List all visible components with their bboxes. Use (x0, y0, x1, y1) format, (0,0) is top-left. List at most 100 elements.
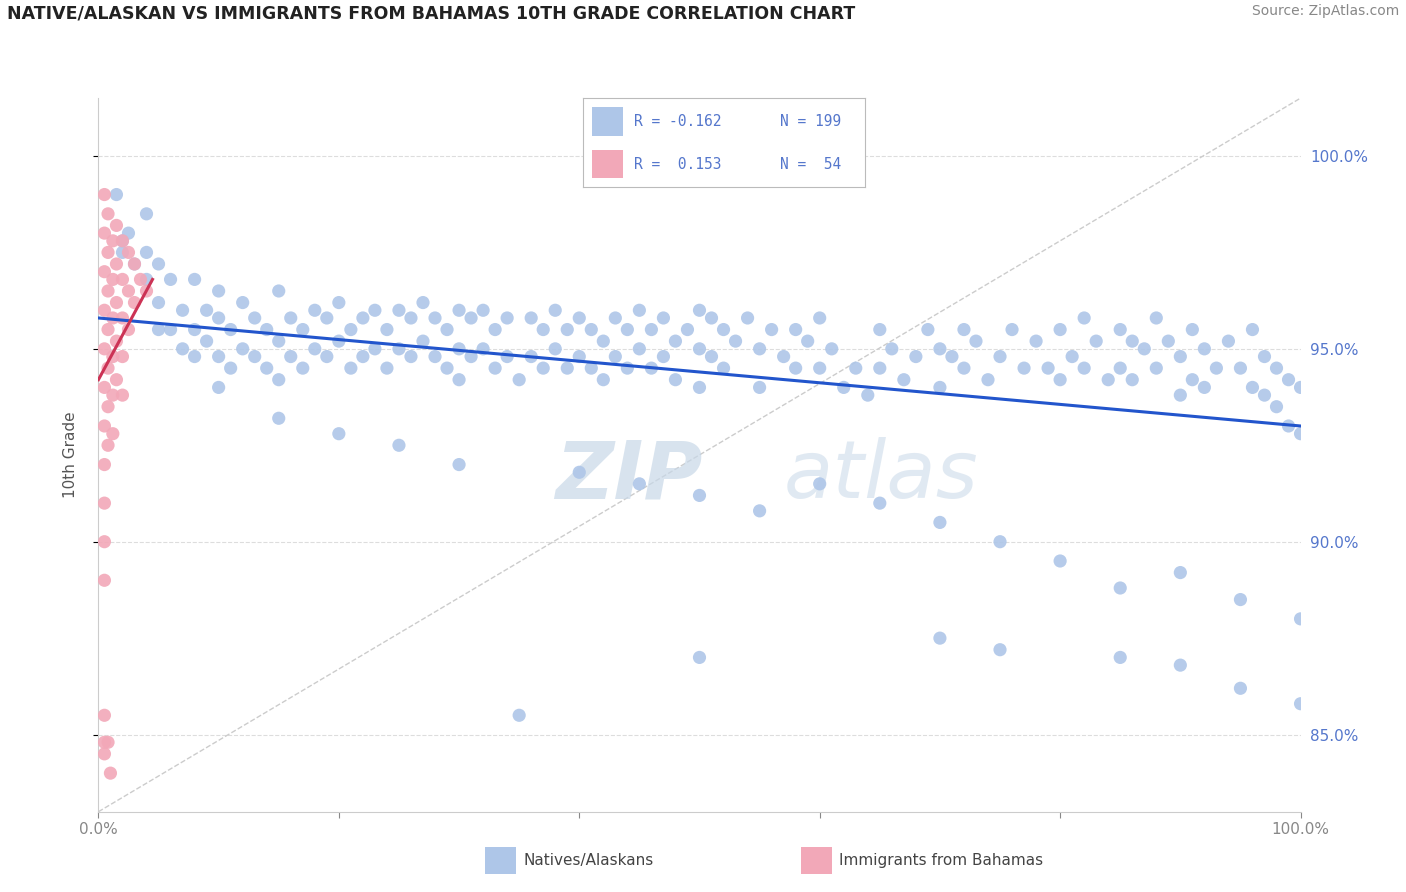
Point (135, 207, 157, 221)
Point (965, 334, 987, 348)
Point (568, 465, 591, 479)
Point (748, 380, 770, 394)
Point (399, 310, 422, 325)
Point (352, 310, 374, 325)
Point (328, 426, 350, 441)
Point (232, 342, 254, 356)
Point (105, 219, 128, 233)
Text: R = -0.162: R = -0.162 (634, 114, 721, 128)
Point (869, 496, 891, 510)
Point (904, 350, 927, 364)
Point (808, 310, 831, 325)
Text: N =  54: N = 54 (780, 157, 842, 171)
Point (821, 342, 844, 356)
Point (1229, 592, 1251, 607)
Point (105, 373, 128, 387)
Point (496, 310, 519, 325)
Point (340, 361, 363, 376)
Point (117, 322, 139, 336)
Point (93, 380, 115, 394)
Point (1049, 554, 1071, 568)
Point (508, 708, 530, 723)
Point (713, 322, 735, 336)
Point (111, 350, 134, 364)
Bar (592, 107, 623, 136)
Point (111, 234, 134, 248)
Point (1289, 426, 1312, 441)
Point (135, 284, 157, 298)
Point (605, 310, 627, 325)
Point (953, 322, 976, 336)
Point (447, 342, 470, 356)
Point (1025, 334, 1047, 348)
Point (129, 272, 152, 286)
Point (581, 322, 603, 336)
Point (93, 747, 115, 761)
Point (832, 380, 855, 394)
Point (748, 504, 770, 518)
Point (219, 361, 242, 376)
Point (93, 708, 115, 723)
Text: R =  0.153: R = 0.153 (634, 157, 721, 171)
Text: Natives/Alaskans: Natives/Alaskans (523, 854, 654, 868)
Point (195, 334, 218, 348)
Point (761, 322, 783, 336)
Point (1012, 361, 1035, 376)
Point (1205, 361, 1227, 376)
Point (628, 476, 651, 491)
Point (460, 310, 482, 325)
Point (1170, 388, 1192, 402)
Point (689, 380, 711, 394)
Point (640, 322, 662, 336)
Point (105, 334, 128, 348)
Point (328, 334, 350, 348)
Point (111, 234, 134, 248)
Point (928, 631, 950, 645)
Point (544, 303, 567, 318)
Point (1121, 334, 1143, 348)
Point (159, 322, 181, 336)
Point (117, 245, 139, 260)
Point (412, 334, 434, 348)
Point (1241, 322, 1264, 336)
Point (117, 226, 139, 240)
Point (928, 516, 950, 530)
Point (436, 361, 458, 376)
Point (105, 187, 128, 202)
Point (1133, 342, 1156, 356)
Point (472, 342, 495, 356)
Point (616, 322, 638, 336)
Point (581, 361, 603, 376)
Point (1109, 650, 1132, 665)
Point (364, 342, 387, 356)
Point (93, 574, 115, 588)
Point (172, 303, 194, 318)
Point (111, 310, 134, 325)
Point (640, 361, 662, 376)
Point (1194, 342, 1216, 356)
Point (1229, 361, 1251, 376)
Point (953, 361, 976, 376)
Point (1073, 361, 1095, 376)
Point (447, 373, 470, 387)
Point (628, 342, 651, 356)
Point (555, 322, 578, 336)
Point (93, 342, 115, 356)
Point (93, 843, 115, 857)
Point (183, 350, 205, 364)
Point (1277, 373, 1299, 387)
Point (93, 265, 115, 279)
Point (97, 284, 120, 298)
Point (1109, 361, 1132, 376)
Point (785, 361, 807, 376)
Point (845, 361, 868, 376)
Point (291, 322, 314, 336)
Point (315, 350, 337, 364)
Point (700, 310, 723, 325)
Point (117, 284, 139, 298)
Point (101, 272, 124, 286)
Point (616, 361, 638, 376)
Point (447, 458, 470, 472)
Point (628, 303, 651, 318)
Point (101, 388, 124, 402)
